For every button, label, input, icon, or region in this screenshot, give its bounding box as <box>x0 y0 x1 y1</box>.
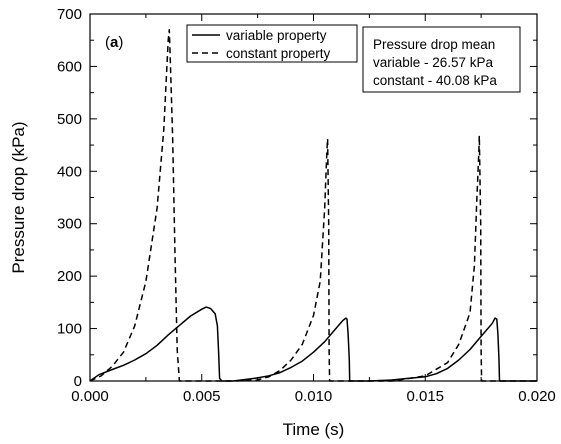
legend: variable property constant property <box>186 24 358 63</box>
mean-annotation: Pressure drop mean variable - 26.57 kPa … <box>362 26 521 93</box>
plot-frame <box>89 13 538 382</box>
y-tick-label: 300 <box>57 216 82 233</box>
x-tick-label: 0.000 <box>71 388 109 405</box>
y-tick-label: 100 <box>57 321 82 338</box>
x-tick-label: 0.010 <box>295 388 333 405</box>
series-layer <box>89 28 537 382</box>
legend-label-constant: constant property <box>226 46 331 61</box>
y-tick-label: 0 <box>74 373 82 390</box>
x-tick-label: 0.015 <box>406 388 444 405</box>
legend-label-variable: variable property <box>226 28 327 43</box>
series-line-constant <box>89 28 537 382</box>
y-tick-label: 400 <box>57 163 82 180</box>
panel-label: (a) <box>105 34 123 51</box>
tick-labels: 0.000 0.005 0.010 0.015 0.020 0 100 200 300 400 50… <box>57 6 556 405</box>
annotation-line-constant: constant - 40.08 kPa <box>373 73 497 88</box>
legend-box <box>186 24 358 63</box>
y-tick-label: 600 <box>57 58 82 75</box>
x-tick-label: 0.005 <box>183 388 221 405</box>
panel-label-letter: a <box>110 34 119 51</box>
x-tick-label: 0.020 <box>518 388 556 405</box>
annotation-box <box>362 26 521 93</box>
y-tick-label: 200 <box>57 268 82 285</box>
panel-label-close: ) <box>118 34 123 51</box>
annotation-line-title: Pressure drop mean <box>373 37 495 52</box>
panel-label-open: ( <box>105 34 110 51</box>
annotation-line-variable: variable - 26.57 kPa <box>373 55 494 70</box>
y-tick-label: 700 <box>57 6 82 23</box>
x-axis-title: Time (s) <box>283 420 345 439</box>
y-tick-label: 500 <box>57 111 82 128</box>
y-axis-title: Pressure drop (kPa) <box>9 121 28 273</box>
series-line-variable <box>89 306 537 382</box>
